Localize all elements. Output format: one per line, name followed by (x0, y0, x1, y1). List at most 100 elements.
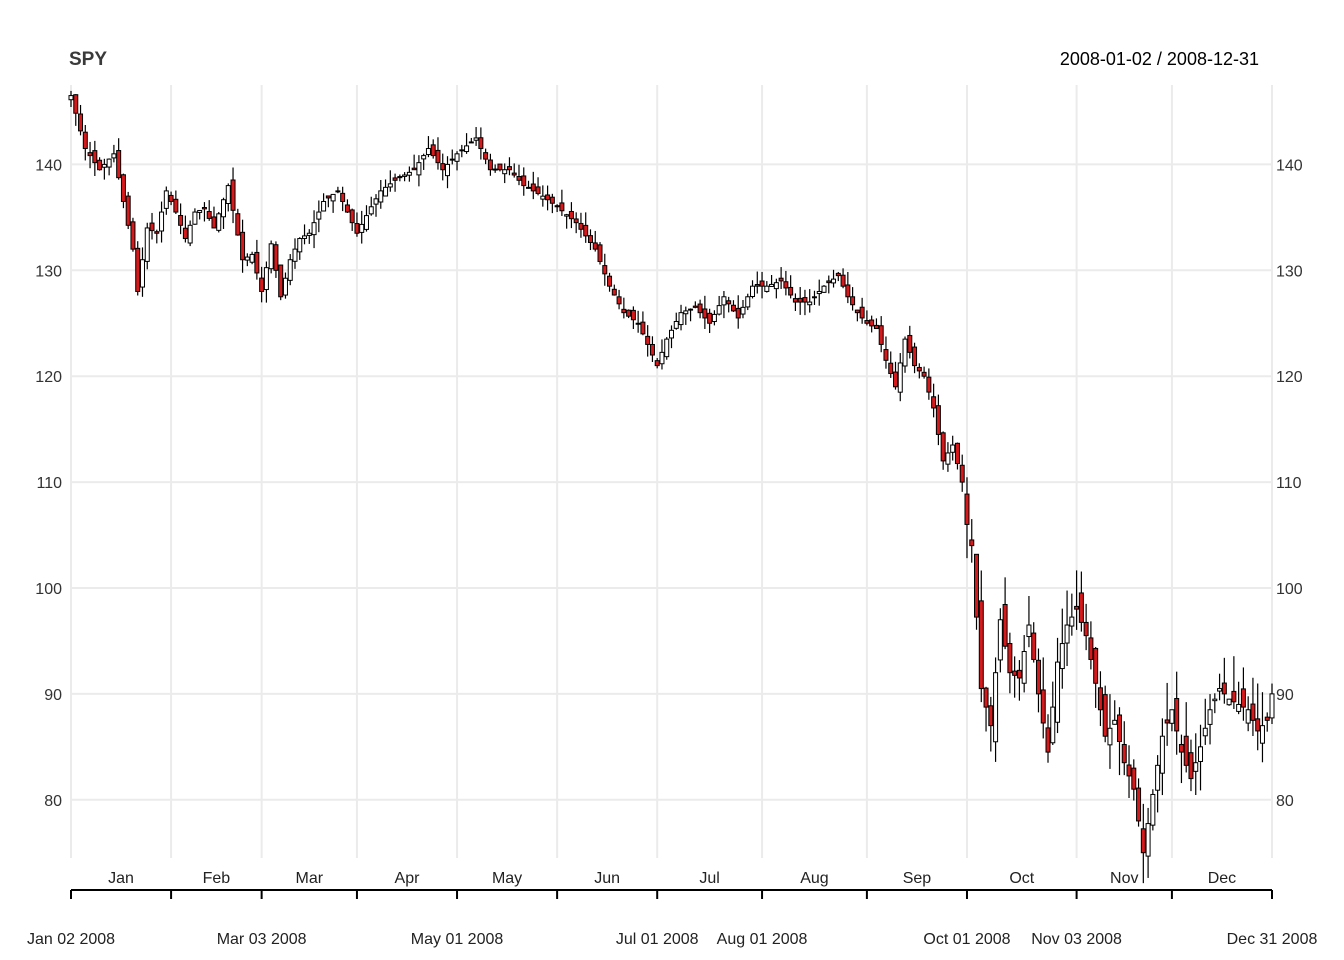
candle-body (873, 324, 879, 330)
y-tick-label-left: 120 (35, 369, 62, 386)
candle-body (97, 159, 103, 171)
candle-body (397, 176, 403, 179)
candle-body (125, 195, 131, 226)
candle-body (664, 338, 670, 358)
candle-body (321, 200, 327, 212)
candle-body (235, 213, 241, 236)
date-tick-label: Oct 01 2008 (923, 931, 1010, 948)
candle-body (859, 306, 865, 319)
candle-body (268, 243, 274, 270)
candle-body (726, 300, 732, 305)
candle-body (221, 199, 227, 218)
candle-body (1264, 716, 1270, 721)
candle-body (154, 231, 160, 234)
candle-body (1245, 709, 1251, 724)
candle-body (225, 185, 231, 205)
y-tick-label-left: 80 (44, 793, 62, 810)
candle-body (425, 148, 431, 156)
candle-body (549, 196, 555, 204)
candle-body (1002, 603, 1008, 647)
candle-body (945, 452, 951, 465)
candle-body (740, 306, 746, 315)
candle-body (111, 153, 117, 159)
candle-body (421, 155, 427, 160)
candle-body (1145, 823, 1151, 857)
candle-body (454, 153, 460, 162)
candle-body (611, 288, 617, 296)
candle-body (1140, 828, 1146, 854)
candle-body (178, 214, 184, 226)
y-tick-label-right: 110 (1276, 475, 1302, 492)
candle-body (1007, 643, 1013, 674)
candle-body (297, 238, 303, 253)
candle-body (554, 205, 560, 208)
candle-body (349, 209, 355, 224)
candle-body (359, 223, 365, 233)
candle-body (392, 177, 398, 181)
candle-body (692, 305, 698, 308)
candle-body (1016, 669, 1022, 679)
candle-body (935, 405, 941, 435)
y-tick-label-left: 90 (44, 687, 62, 704)
candle-body (993, 672, 999, 743)
candle-body (487, 159, 493, 171)
candle-body (1064, 624, 1070, 644)
candle-body (683, 310, 689, 315)
candle-body (1240, 688, 1246, 708)
candle-body (1217, 688, 1223, 692)
candle-body (850, 296, 856, 306)
candle-body (954, 442, 960, 465)
candle-body (173, 198, 179, 213)
date-tick-label: Nov 03 2008 (1031, 931, 1122, 948)
candle-body (802, 297, 808, 303)
date-tick-label: Dec 31 2008 (1227, 931, 1318, 948)
candle-body (635, 322, 641, 325)
candle-body (449, 158, 455, 161)
candle-body (988, 705, 994, 727)
candle-body (182, 227, 188, 240)
candle-body (387, 183, 393, 188)
date-tick-label: Aug 01 2008 (717, 931, 808, 948)
candle-body (144, 227, 150, 262)
candle-body (959, 464, 965, 483)
candle-body (997, 619, 1003, 661)
candle-body (1069, 616, 1075, 627)
candle-body (654, 360, 660, 367)
candle-body (302, 235, 308, 239)
month-label: Jan (108, 870, 134, 887)
candle-body (373, 198, 379, 205)
y-tick-label-left: 140 (35, 157, 62, 174)
candle-body (263, 267, 269, 291)
candle-body (1178, 743, 1184, 753)
candle-body (897, 362, 903, 393)
candle-body (1055, 661, 1061, 723)
candle-body (459, 149, 465, 152)
candle-body (978, 600, 984, 690)
candle-body (354, 223, 360, 234)
candle-body (1150, 793, 1156, 826)
candle-body (759, 280, 765, 287)
candle-body (621, 308, 627, 314)
candle-body (316, 211, 322, 220)
candle-body (1097, 687, 1103, 711)
candle-body (535, 186, 541, 195)
candle-body (168, 194, 174, 202)
candle-body (545, 194, 551, 201)
candle-body (282, 277, 288, 296)
candle-body (478, 137, 484, 150)
candle-body (645, 335, 651, 345)
candle-body (940, 432, 946, 462)
candle-body (1193, 762, 1199, 772)
candle-body (1059, 643, 1065, 670)
candle-body (216, 213, 222, 231)
candle-body (1131, 767, 1137, 790)
candle-body (597, 244, 603, 262)
candle-body (201, 206, 207, 210)
candle-body (211, 216, 217, 229)
candle-body (1050, 706, 1056, 744)
candle-body (1116, 714, 1122, 743)
month-label: Dec (1208, 870, 1236, 887)
candle-body (1035, 659, 1041, 695)
candle-body (892, 371, 898, 388)
